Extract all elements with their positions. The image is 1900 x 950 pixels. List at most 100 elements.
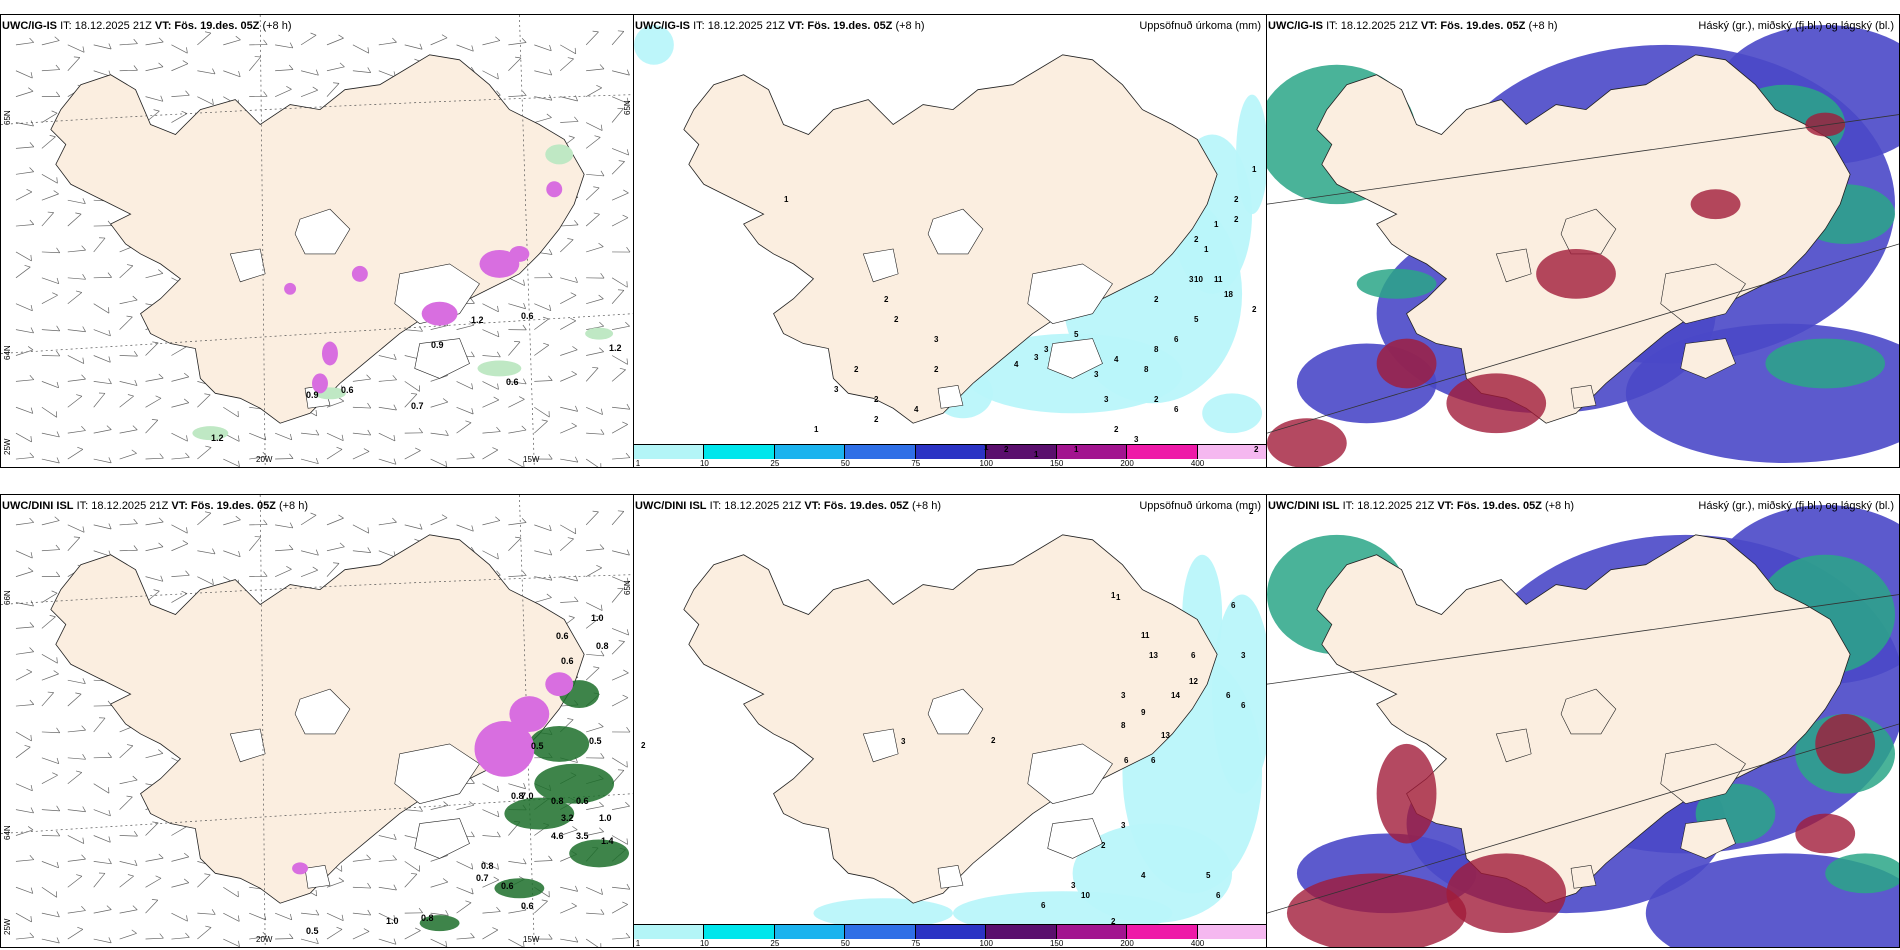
wind-barb: [41, 774, 58, 785]
wind-barb: [456, 381, 473, 390]
wind-barb-flag: [548, 855, 553, 861]
value-label: 1.4: [601, 836, 614, 846]
wind-barb-flag: [393, 938, 397, 945]
wind-barb: [300, 514, 317, 526]
wind-barb: [378, 886, 397, 891]
model-name: UWC/IG-IS: [1268, 20, 1323, 32]
wind-barb-flag: [52, 292, 58, 296]
wind-barb-flag: [599, 64, 605, 70]
wind-barb: [197, 96, 214, 105]
wind-barb-flag: [471, 66, 475, 73]
wind-barb: [352, 378, 371, 382]
wind-barb: [508, 575, 527, 577]
wind-barb: [326, 37, 344, 46]
wind-barb-flag: [625, 801, 630, 807]
wind-barb: [585, 938, 599, 947]
wind-barb: [560, 406, 578, 412]
wind-barb: [93, 429, 112, 434]
wind-barb: [482, 550, 499, 560]
wind-barb: [482, 355, 501, 358]
lon-label: 25W: [3, 918, 12, 935]
wind-barb-flag: [29, 37, 34, 43]
wind-barb-flag: [414, 447, 421, 451]
wind-barb-flag: [158, 542, 164, 548]
wind-barb-flag: [24, 264, 31, 268]
legend-swatch: [986, 445, 1057, 459]
lon-label: 15W: [523, 935, 540, 944]
wind-barb: [15, 626, 34, 629]
wind-barb: [67, 679, 86, 685]
wind-barb: [586, 912, 605, 915]
wind-barb-flag: [133, 350, 138, 357]
value-label: 10: [1194, 275, 1203, 284]
value-label: 0.9: [431, 340, 444, 350]
value-label: 4: [1141, 871, 1146, 880]
value-label: 3: [934, 335, 939, 344]
wind-barb-flag: [622, 421, 628, 425]
value-label: 0.6: [556, 631, 569, 641]
wind-barb-flag: [51, 110, 58, 114]
wind-barb: [15, 122, 34, 127]
wind-barb: [534, 420, 548, 434]
wind-barb-flag: [82, 274, 86, 280]
wind-barb: [430, 37, 448, 46]
lat-line: [1, 313, 633, 354]
wind-barb-flag: [82, 526, 85, 533]
grid-line: [1267, 594, 1899, 685]
wind-barb: [585, 602, 603, 611]
lead-time: (+8 h): [1528, 20, 1558, 32]
wind-barb-flag: [367, 402, 372, 409]
wind-barb: [275, 458, 294, 460]
wind-barb: [586, 298, 604, 305]
wind-barb-flag: [81, 906, 86, 911]
wind-barb: [352, 858, 371, 862]
wind-barb-flag: [600, 909, 605, 915]
wind-barb-flag: [30, 600, 34, 607]
wind-barb: [560, 905, 577, 914]
wind-barb-flag: [338, 877, 345, 882]
wind-barb: [611, 108, 624, 123]
wind-barb: [611, 550, 630, 556]
wind-barb-flag: [568, 615, 575, 618]
wind-barb-flag: [127, 394, 134, 397]
wind-barb-flag: [339, 542, 345, 548]
wind-barb: [560, 938, 578, 943]
wind-barb-flag: [622, 694, 629, 699]
wind-barb: [508, 938, 524, 947]
wind-barb-flag: [108, 43, 112, 50]
wind-barb-flag: [363, 448, 370, 452]
wind-barb-flag: [152, 821, 159, 824]
wind-barb-flag: [548, 934, 553, 940]
value-label: 14: [1171, 691, 1180, 700]
value-label: 2: [1254, 445, 1259, 454]
wind-barb: [611, 290, 625, 304]
wind-barb-flag: [496, 426, 501, 432]
wind-barb-flag: [238, 550, 241, 557]
wind-barb: [41, 432, 60, 438]
wind-barb: [275, 938, 294, 940]
header-top-left: UWC/IG-IS IT: 18.12.2025 21Z VT: Fös. 19…: [2, 20, 632, 36]
wind-barb: [41, 616, 56, 629]
wind-barb: [41, 277, 59, 285]
wind-barb: [404, 44, 423, 50]
wind-barb-flag: [470, 298, 475, 304]
wind-barb: [93, 809, 111, 817]
wind-barb: [41, 212, 54, 227]
wind-barb: [508, 861, 527, 865]
wind-barb: [67, 757, 86, 760]
wind-barb: [41, 731, 60, 734]
precip-green-area: [419, 915, 460, 932]
wind-barb: [15, 550, 33, 559]
wind-barb: [611, 641, 625, 655]
wind-barb: [482, 329, 500, 338]
value-label: 6: [1191, 651, 1196, 660]
value-label: 3: [834, 385, 839, 394]
wind-barb-flag: [496, 831, 501, 838]
wind-barb: [430, 517, 448, 526]
value-label: 3.5: [576, 831, 589, 841]
value-label: 2: [1234, 215, 1239, 224]
wind-barb-flag: [575, 95, 578, 102]
wind-barb-flag: [76, 394, 83, 397]
wind-barb-flag: [515, 56, 522, 59]
wind-barb: [585, 567, 602, 577]
